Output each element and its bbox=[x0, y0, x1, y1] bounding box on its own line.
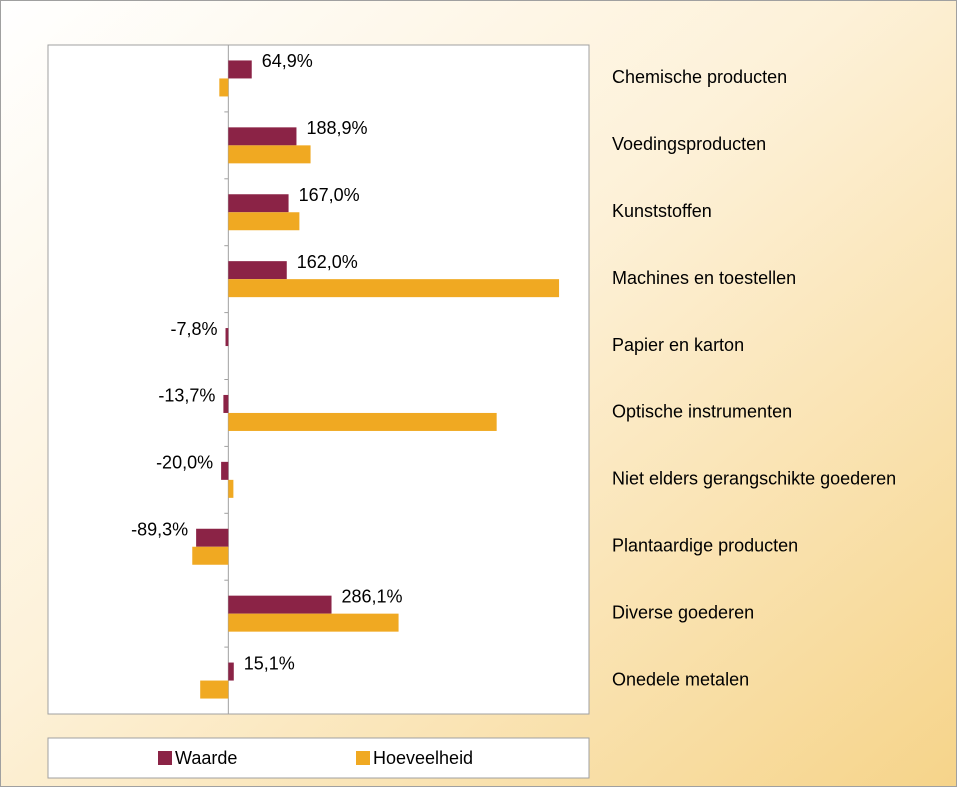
category-label: Machines en toestellen bbox=[612, 268, 796, 288]
bar bbox=[221, 461, 229, 480]
data-label: 286,1% bbox=[342, 586, 403, 606]
category-label: Optische instrumenten bbox=[612, 402, 792, 422]
data-label: -13,7% bbox=[158, 386, 215, 406]
data-label: 64,9% bbox=[262, 51, 313, 71]
category-label: Voedingsproducten bbox=[612, 134, 766, 154]
category-label: Onedele metalen bbox=[612, 669, 749, 689]
data-label: -7,8% bbox=[170, 319, 217, 339]
bar bbox=[228, 212, 300, 231]
data-label: -89,3% bbox=[131, 520, 188, 540]
bar bbox=[200, 680, 229, 699]
bar bbox=[225, 328, 229, 347]
bar bbox=[228, 412, 497, 431]
legend-label: Waarde bbox=[175, 748, 237, 768]
bar bbox=[228, 279, 560, 298]
category-label: Kunststoffen bbox=[612, 201, 712, 221]
bar bbox=[228, 662, 234, 681]
data-label: 15,1% bbox=[244, 653, 295, 673]
data-label: -20,0% bbox=[156, 453, 213, 473]
legend-label: Hoeveelheid bbox=[373, 748, 473, 768]
bar bbox=[219, 78, 229, 97]
bar bbox=[228, 595, 332, 614]
bar bbox=[228, 613, 399, 632]
legend bbox=[47, 737, 590, 779]
bar bbox=[228, 479, 234, 498]
data-label: 162,0% bbox=[297, 252, 358, 272]
bar bbox=[196, 528, 229, 547]
bar bbox=[228, 145, 311, 164]
legend-swatch bbox=[356, 751, 370, 765]
legend-swatch bbox=[158, 751, 172, 765]
bar bbox=[228, 261, 287, 280]
bar bbox=[192, 546, 229, 565]
bar bbox=[228, 60, 252, 79]
category-label: Papier en karton bbox=[612, 335, 744, 355]
data-label: 167,0% bbox=[299, 185, 360, 205]
category-label: Plantaardige producten bbox=[612, 536, 798, 556]
category-label: Niet elders gerangschikte goederen bbox=[612, 469, 896, 489]
category-label: Chemische producten bbox=[612, 67, 787, 87]
data-label: 188,9% bbox=[306, 118, 367, 138]
bar bbox=[223, 394, 229, 413]
category-label: Diverse goederen bbox=[612, 602, 754, 622]
bar bbox=[228, 127, 297, 146]
bar bbox=[228, 194, 289, 213]
